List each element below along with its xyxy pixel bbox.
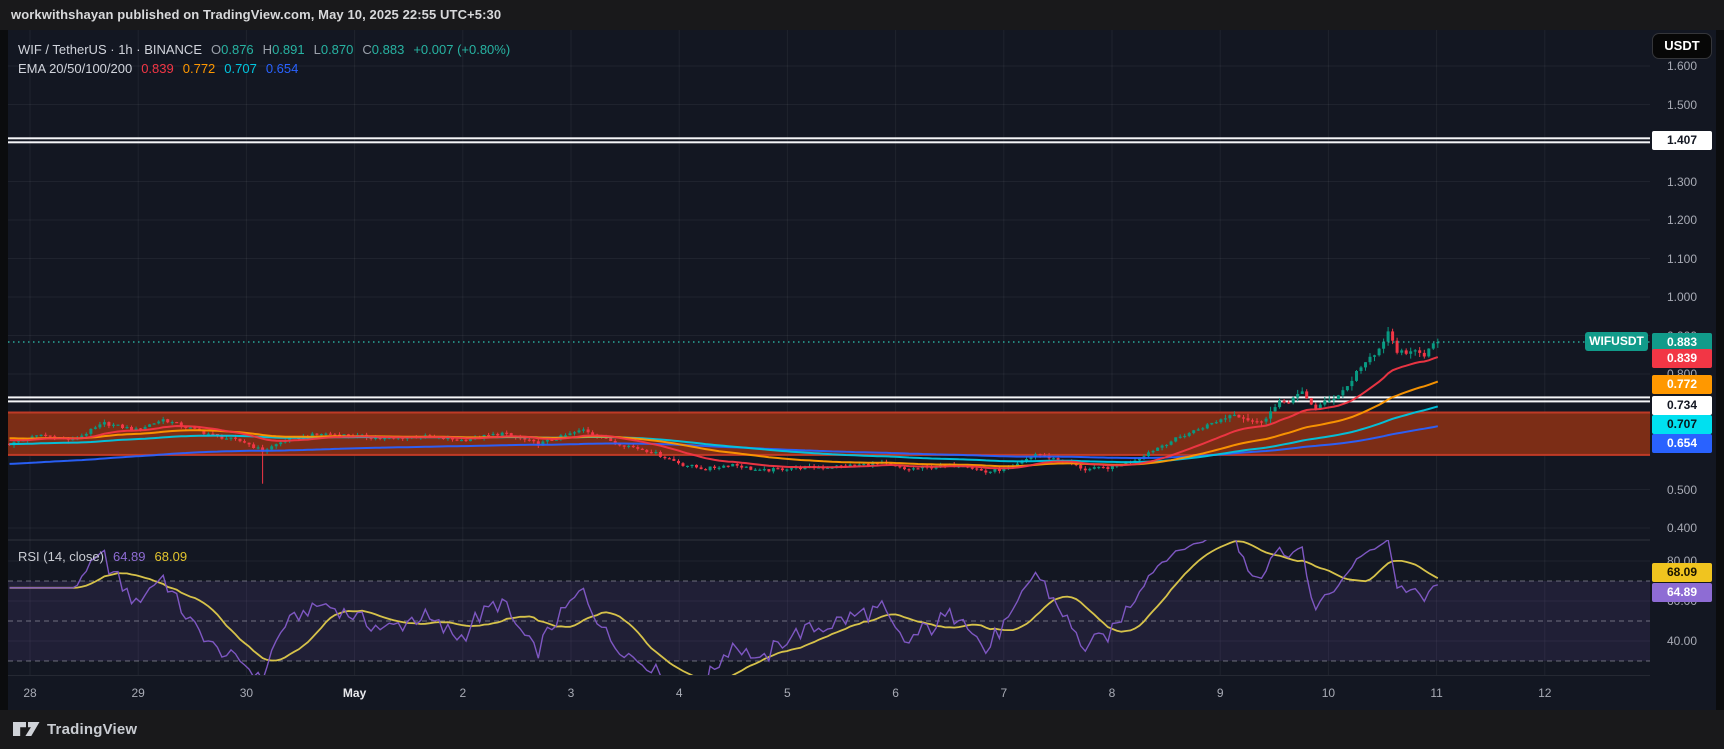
tradingview-brand-text: TradingView — [47, 721, 137, 738]
time-axis-label: 5 — [784, 686, 791, 700]
time-axis[interactable]: 28 29 30 May 2 3 4 5 6 7 8 9 10 11 12 — [8, 675, 1650, 711]
rsi-axis-label: 40.00 — [1650, 633, 1714, 649]
price-axis-label: 0.500 — [1650, 482, 1714, 498]
price-axis-label: 1.100 — [1650, 251, 1714, 267]
chart-canvas[interactable] — [8, 30, 1716, 710]
price-badge-ema100: 0.707 — [1652, 415, 1712, 434]
ohlc-label: O — [211, 42, 221, 57]
grid — [8, 30, 1650, 675]
time-axis-label: 9 — [1217, 686, 1224, 700]
ohlc-value: 0.891 — [272, 42, 305, 57]
price-axis-label: 1.000 — [1650, 289, 1714, 305]
price-badge-level-0734: 0.734 — [1652, 396, 1712, 415]
time-axis-label: 2 — [459, 686, 466, 700]
ema-value: 0.772 — [183, 61, 216, 76]
time-axis-label: 7 — [1000, 686, 1007, 700]
price-axis-label: 0.400 — [1650, 520, 1714, 536]
ohlc-value: 0.870 — [321, 42, 354, 57]
ema-value: 0.654 — [266, 61, 299, 76]
chart-legend: WIF / TetherUS · 1h · BINANCE O0.876 H0.89… — [18, 40, 510, 78]
ohlc-label: L — [314, 42, 321, 57]
price-level-line[interactable] — [8, 396, 1650, 402]
footer-bar: TradingView — [0, 710, 1724, 749]
time-axis-label: 6 — [892, 686, 899, 700]
time-axis-label: 28 — [23, 686, 36, 700]
price-axis-label: 1.300 — [1650, 174, 1714, 190]
time-axis-label: 10 — [1322, 686, 1335, 700]
rsi-legend-row[interactable]: RSI (14, close) 64.89 68.09 — [18, 549, 187, 564]
price-axis-label: 1.500 — [1650, 97, 1714, 113]
time-axis-label: 4 — [676, 686, 683, 700]
time-axis-label: 30 — [240, 686, 253, 700]
chart-container: WIF / TetherUS · 1h · BINANCE O0.876 H0.89… — [8, 30, 1716, 710]
ema-label: EMA 20/50/100/200 — [18, 61, 132, 76]
rsi-title: RSI (14, close) — [18, 549, 104, 564]
time-axis-label: 3 — [568, 686, 575, 700]
time-axis-label: 29 — [132, 686, 145, 700]
symbol-title: WIF / TetherUS — [18, 42, 107, 57]
rsi-value: 68.09 — [155, 549, 188, 564]
time-axis-label: 11 — [1430, 686, 1442, 700]
price-badge-ema200: 0.654 — [1652, 434, 1712, 453]
time-axis-label: 12 — [1538, 686, 1551, 700]
price-badge-rsi-ma: 68.09 — [1652, 563, 1712, 582]
tradingview-logo-icon — [13, 722, 40, 737]
ema-legend-row[interactable]: EMA 20/50/100/200 0.839 0.772 0.707 0.654 — [18, 59, 510, 78]
time-axis-label: 8 — [1109, 686, 1116, 700]
symbol-price-tag: WIFUSDT — [1585, 332, 1648, 351]
ema-value: 0.707 — [224, 61, 257, 76]
price-badge-rsi: 64.89 — [1652, 583, 1712, 602]
price-badge-ema20: 0.839 — [1652, 349, 1712, 368]
price-axis[interactable]: USDT 1.6001.5001.3001.2001.1001.0000.900… — [1650, 30, 1716, 710]
price-axis-label: 1.600 — [1650, 58, 1714, 74]
currency-button[interactable]: USDT — [1652, 33, 1712, 59]
ema-value: 0.839 — [141, 61, 174, 76]
attribution-bar: workwithshayan published on TradingView.… — [0, 0, 1724, 30]
ohlc-value: 0.883 — [372, 42, 405, 57]
time-axis-label: May — [343, 686, 366, 700]
ohlc-label: C — [362, 42, 371, 57]
price-badge-ema50: 0.772 — [1652, 375, 1712, 394]
price-level-line[interactable] — [8, 137, 1650, 143]
rsi-pane[interactable] — [8, 534, 1650, 691]
attribution-text: workwithshayan published on TradingView.… — [11, 7, 501, 22]
ohlc-value: 0.876 — [221, 42, 254, 57]
rsi-value: 64.89 — [113, 549, 146, 564]
price-change: +0.007 (+0.80%) — [413, 42, 510, 57]
ohlc-label: H — [263, 42, 272, 57]
symbol-meta: · 1h · BINANCE — [110, 42, 202, 57]
symbol-legend-row[interactable]: WIF / TetherUS · 1h · BINANCE O0.876 H0.89… — [18, 40, 510, 59]
tradingview-link[interactable]: TradingView — [13, 721, 137, 738]
price-axis-label: 1.200 — [1650, 212, 1714, 228]
price-badge-level-1407: 1.407 — [1652, 131, 1712, 150]
